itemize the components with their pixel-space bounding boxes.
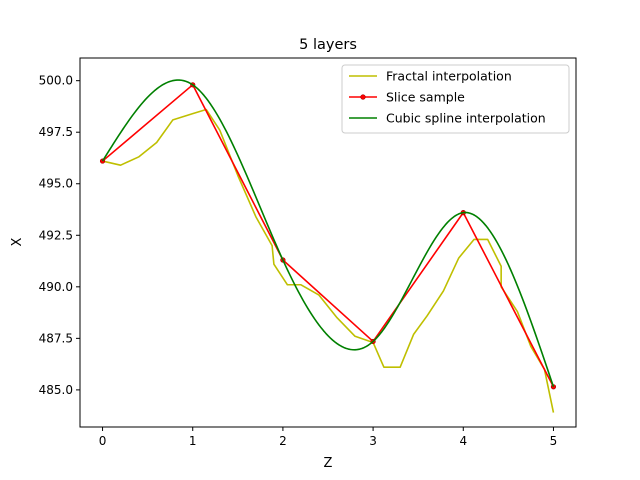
x-tick-label: 1	[189, 434, 197, 448]
legend-box	[341, 64, 570, 134]
y-tick-label: 490.0	[39, 280, 73, 294]
plot-lines	[99, 79, 557, 413]
x-tick-label: 2	[279, 434, 287, 448]
legend-label-slice-sample: Slice sample	[386, 90, 465, 105]
y-tick-label: 500.0	[39, 74, 73, 88]
y-tick-label: 487.5	[39, 331, 73, 345]
x-axis-ticks: 0 1 2 3 4 5	[99, 427, 558, 448]
y-axis-label: X	[10, 237, 25, 246]
x-tick-label: 0	[99, 434, 107, 448]
x-tick-label: 3	[369, 434, 377, 448]
y-axis-ticks: 485.0 487.5 490.0 492.5 495.0 497.5 500.0	[39, 74, 80, 397]
fractal-interpolation-line	[102, 108, 555, 413]
x-tick-label: 5	[550, 434, 558, 448]
y-tick-label: 492.5	[39, 228, 73, 242]
y-tick-label: 485.0	[39, 383, 73, 397]
legend: Fractal interpolation Slice sample Cubic…	[341, 64, 570, 134]
y-tick-label: 497.5	[39, 125, 73, 139]
legend-label-fractal: Fractal interpolation	[386, 69, 512, 84]
legend-marker-slice-sample	[360, 94, 366, 100]
chart-title: 5 layers	[299, 37, 357, 53]
slice-sample-line	[102, 84, 555, 388]
y-tick-label: 495.0	[39, 177, 73, 191]
plot-frame	[79, 57, 577, 428]
x-axis-label: Z	[324, 456, 333, 471]
legend-label-cubic-spline: Cubic spline interpolation	[386, 111, 546, 126]
x-tick-label: 4	[459, 434, 467, 448]
cubic-spline-line	[101, 79, 555, 388]
